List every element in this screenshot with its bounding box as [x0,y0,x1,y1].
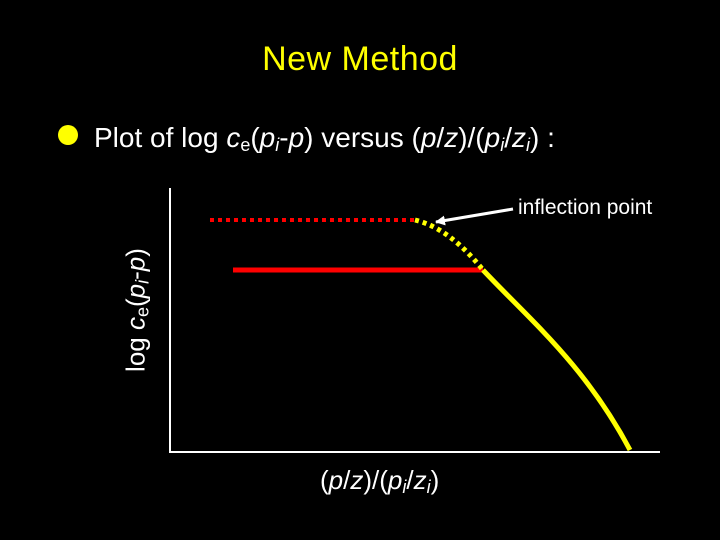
dotted-transition-curve [414,217,485,272]
bullet-var-p4: p [484,122,501,153]
bullet-slash2: / [504,122,512,153]
ylabel-prefix: log [120,330,151,372]
ylabel-var-p2: p [120,256,151,272]
bullet-mid2: )/( [458,122,485,153]
ylabel-close: ) [120,248,151,257]
ylabel-var-c: c [120,317,151,331]
inflection-arrow [435,207,514,226]
xlabel-sub-i2: i [426,477,431,497]
bullet-sub-i: i [275,135,280,155]
bullet-dash: - [279,122,289,153]
slide-title: New Method [262,40,458,78]
bullet-sub-i2: i [500,135,505,155]
xlabel-open: ( [320,465,329,495]
bullet-sub-e: e [240,135,251,155]
xlabel-sub-i: i [402,477,407,497]
bullet-var-p2: p [288,122,305,153]
bullet-sub-i3: i [525,135,530,155]
bullet-versus: ) versus ( [304,122,421,153]
descending-curve [481,268,633,452]
xlabel-var-z: z [350,465,364,495]
ylabel-sub-e: e [132,307,153,318]
ylabel-open: ( [120,298,151,308]
xlabel-var-z2: z [413,465,427,495]
bullet-text-prefix: Plot of log [94,122,227,153]
xlabel-var-p: p [328,465,344,495]
ylabel-var-p: p [120,283,151,299]
xlabel-var-p2: p [387,465,403,495]
bullet-open-paren: ( [250,122,260,153]
bullet-item: Plot of log ce(pi-p) versus (p/z)/(pi/zi… [58,122,555,156]
bullet-var-z2: z [511,122,526,153]
bullet-var-p: p [259,122,276,153]
ylabel-dash: - [120,271,151,280]
y-axis-label: log ce(pi-p) [121,248,154,372]
xlabel-slash1: / [343,465,351,495]
ylabel-sub-i: i [132,279,153,284]
xlabel-mid: )/( [363,465,388,495]
bullet-slash1: / [436,122,445,153]
inflection-point-label: inflection point [518,196,653,219]
bullet-var-p3: p [420,122,437,153]
bullet-var-z: z [444,122,459,153]
bullet-suffix: ) : [529,122,555,153]
xlabel-slash2: / [406,465,414,495]
bullet-var-c: c [226,122,241,153]
x-axis-label: (p/z)/(pi/zi) [320,465,439,498]
bullet-dot-icon [58,125,78,145]
xlabel-close: ) [430,465,440,495]
